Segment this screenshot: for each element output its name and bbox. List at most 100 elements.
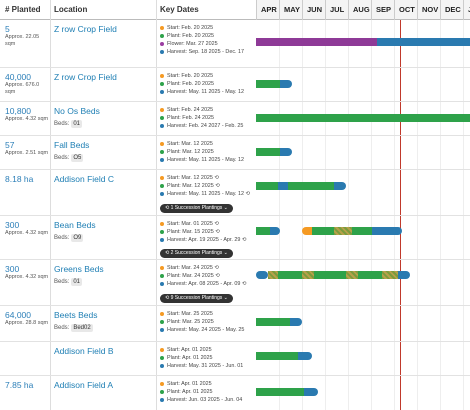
start-date: Start: Apr. 01 2025 [167, 381, 212, 387]
planted-count[interactable]: 10,800 [5, 106, 31, 116]
planted-area: Approx. 4.32 sqm [5, 116, 49, 122]
planted-cell: 10,800 Approx. 4.32 sqm [5, 106, 50, 123]
plant-dot-icon [160, 116, 164, 120]
harvest-dot-icon [160, 158, 164, 162]
planted-cell: 5 Approx. 22.05 sqm [5, 24, 50, 48]
plant-date: Plant: Feb. 24 2025 [167, 115, 215, 121]
planted-count[interactable]: 5 [5, 24, 10, 34]
plant-dot-icon [160, 320, 164, 324]
location-cell: Addison Field B [54, 346, 154, 356]
planted-count[interactable]: 8.18 ha [5, 174, 34, 184]
location-link[interactable]: No Os Beds [54, 106, 100, 116]
harvest-date: Harvest: Apr. 19 2025 - Apr. 29 ⟲ [167, 237, 247, 243]
harvest-dot-icon [160, 398, 164, 402]
flower-dot-icon [160, 42, 164, 46]
key-dates-column-header[interactable]: Key Dates [160, 5, 199, 14]
table-row[interactable]: 300 Approx. 4.32 sqm Greens Beds Beds: 01… [0, 260, 470, 306]
planted-count[interactable]: 64,000 [5, 310, 31, 320]
plant-date: Plant: Apr. 01 2025 [167, 355, 213, 361]
location-cell: Greens Beds Beds: 01 [54, 264, 154, 286]
location-column-header[interactable]: Location [54, 5, 88, 14]
table-row[interactable]: 7.85 ha Addison Field A Start: Apr. 01 2… [0, 376, 470, 410]
bed-chip[interactable]: 01 [71, 278, 83, 286]
key-dates-cell: Start: Feb. 24 2025 Plant: Feb. 24 2025 … [160, 106, 256, 130]
plant-dot-icon [160, 82, 164, 86]
start-date: Start: Feb. 20 2025 [167, 25, 214, 31]
beds-info: Beds: 01 [54, 278, 154, 286]
key-dates-cell: Start: Feb. 20 2025 Plant: Feb. 20 2025 … [160, 72, 256, 96]
table-row[interactable]: Addison Field B Start: Apr. 01 2025 Plan… [0, 342, 470, 376]
beds-info: Beds: O5 [54, 154, 154, 162]
start-date: Start: Mar. 24 2025 ⟲ [167, 265, 219, 271]
harvest-dot-icon [160, 50, 164, 54]
bed-chip[interactable]: 01 [71, 120, 83, 128]
month-apr: APR [256, 0, 279, 20]
bed-chip[interactable]: O5 [71, 154, 84, 162]
key-dates-cell: Start: Mar. 01 2025 ⟲ Plant: Mar. 15 202… [160, 220, 256, 244]
plant-dot-icon [160, 230, 164, 234]
timeline-bar[interactable] [256, 388, 318, 396]
start-dot-icon [160, 108, 164, 112]
timeline-bar[interactable] [256, 114, 470, 122]
bed-chip[interactable]: O9 [71, 234, 84, 242]
table-row[interactable]: 300 Approx. 4.32 sqm Bean Beds Beds: O9 S… [0, 216, 470, 260]
timeline-bar[interactable] [256, 148, 292, 156]
planted-count[interactable]: 300 [5, 220, 20, 230]
timeline-bar[interactable] [256, 352, 312, 360]
month-oct: OCT [394, 0, 417, 20]
plant-dot-icon [160, 150, 164, 154]
harvest-date: Harvest: May. 11 2025 - May. 12 [167, 89, 244, 95]
harvest-dot-icon [160, 282, 164, 286]
start-dot-icon [160, 222, 164, 226]
location-link[interactable]: Addison Field B [54, 346, 114, 356]
timeline-bar[interactable] [256, 227, 280, 235]
location-link[interactable]: Beets Beds [54, 310, 98, 320]
table-row[interactable]: 40,000 Approx. 676.0 sqm Z row Crop Fiel… [0, 68, 470, 102]
planted-count[interactable]: 7.85 ha [5, 380, 34, 390]
table-row[interactable]: 8.18 ha Addison Field C Start: Mar. 12 2… [0, 170, 470, 216]
table-row[interactable]: 57 Approx. 2.51 sqm Fall Beds Beds: O5 St… [0, 136, 470, 170]
start-dot-icon [160, 312, 164, 316]
start-date: Start: Feb. 24 2025 [167, 107, 214, 113]
planted-cell: 57 Approx. 2.51 sqm [5, 140, 50, 157]
plant-dot-icon [160, 34, 164, 38]
month-sep: SEP [371, 0, 394, 20]
timeline-bar[interactable] [256, 38, 470, 46]
location-link[interactable]: Fall Beds [54, 140, 90, 150]
planted-cell: 40,000 Approx. 676.0 sqm [5, 72, 50, 96]
location-link[interactable]: Greens Beds [54, 264, 104, 274]
timeline-bar[interactable] [256, 80, 292, 88]
timeline-bar[interactable] [256, 271, 410, 279]
planted-area: Approx. 676.0 sqm [5, 82, 40, 95]
succession-plantings-toggle[interactable]: ⟲ 1 Succession Plantings ⌄ [160, 204, 233, 213]
timeline-bar[interactable] [256, 318, 302, 326]
timeline-bar[interactable] [302, 227, 402, 235]
location-cell: Addison Field C [54, 174, 154, 184]
flower-date: Flower: Mar. 27 2025 [167, 41, 218, 47]
location-link[interactable]: Bean Beds [54, 220, 96, 230]
succession-plantings-toggle[interactable]: ⟲ 9 Succession Plantings ⌄ [160, 294, 233, 303]
location-cell: No Os Beds Beds: 01 [54, 106, 154, 128]
table-row[interactable]: 5 Approx. 22.05 sqm Z row Crop Field Sta… [0, 20, 470, 68]
planted-count[interactable]: 300 [5, 264, 20, 274]
plant-date: Plant: Apr. 01 2025 [167, 389, 213, 395]
table-row[interactable]: 64,000 Approx. 28.8 sqm Beets Beds Beds:… [0, 306, 470, 342]
location-link[interactable]: Addison Field A [54, 380, 114, 390]
timeline-bar[interactable] [256, 182, 346, 190]
planted-cell: 300 Approx. 4.32 sqm [5, 264, 50, 281]
planted-column-header[interactable]: # Planted [5, 5, 41, 14]
planted-count[interactable]: 57 [5, 140, 15, 150]
location-link[interactable]: Z row Crop Field [54, 24, 117, 34]
beds-info: Beds: O9 [54, 234, 154, 242]
location-link[interactable]: Addison Field C [54, 174, 115, 184]
planted-count[interactable]: 40,000 [5, 72, 31, 82]
succession-plantings-toggle[interactable]: ⟲ 2 Succession Plantings ⌄ [160, 249, 233, 258]
bed-chip[interactable]: Bed02 [71, 324, 93, 332]
location-cell: Beets Beds Beds: Bed02 [54, 310, 154, 332]
location-link[interactable]: Z row Crop Field [54, 72, 117, 82]
table-row[interactable]: 10,800 Approx. 4.32 sqm No Os Beds Beds:… [0, 102, 470, 136]
key-dates-cell: Start: Feb. 20 2025 Plant: Feb. 20 2025 … [160, 24, 256, 56]
beds-info: Beds: Bed02 [54, 324, 154, 332]
start-date: Start: Mar. 25 2025 [167, 311, 213, 317]
plant-dot-icon [160, 184, 164, 188]
